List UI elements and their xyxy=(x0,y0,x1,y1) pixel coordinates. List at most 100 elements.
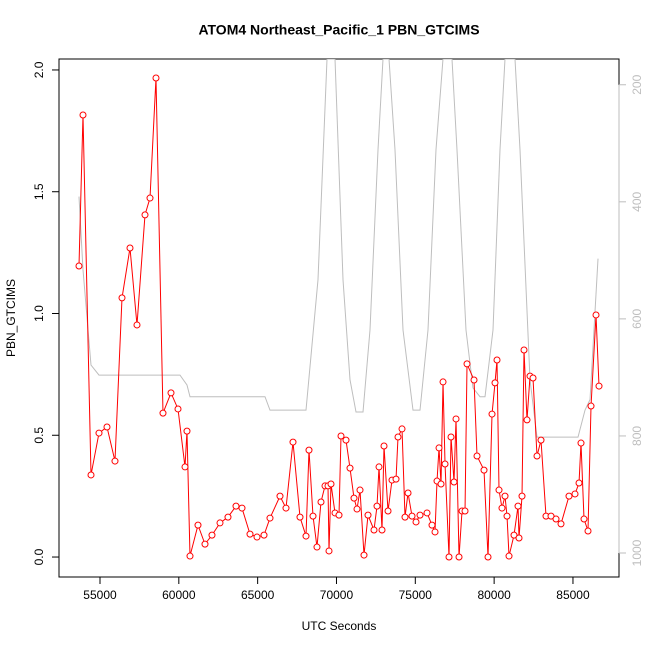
data-point xyxy=(305,446,313,454)
x-tick-label: 65000 xyxy=(241,588,275,602)
x-tick-label: 55000 xyxy=(83,588,117,602)
data-point xyxy=(592,311,600,319)
data-point xyxy=(488,410,496,418)
data-point xyxy=(575,479,583,487)
data-point xyxy=(282,504,290,512)
data-point xyxy=(394,433,402,441)
data-point xyxy=(260,531,268,539)
data-point xyxy=(384,507,392,515)
data-point xyxy=(346,464,354,472)
data-point xyxy=(577,439,585,447)
data-point xyxy=(518,492,526,500)
y-tick-label: 0.5 xyxy=(32,427,46,444)
data-point xyxy=(435,444,443,452)
data-point xyxy=(232,502,240,510)
data-point xyxy=(224,513,232,521)
data-point xyxy=(537,436,545,444)
data-point xyxy=(520,346,528,354)
data-point xyxy=(547,512,555,520)
data-point xyxy=(447,433,455,441)
data-point xyxy=(515,534,523,542)
data-point xyxy=(194,521,202,529)
data-point xyxy=(480,466,488,474)
series-line xyxy=(78,77,600,558)
data-point xyxy=(473,452,481,460)
data-point xyxy=(335,511,343,519)
data-point xyxy=(350,494,358,502)
y2-tick-label: 800 xyxy=(630,426,644,446)
data-point xyxy=(342,436,350,444)
y-axis-label: PBN_GTCIMS xyxy=(4,279,18,357)
data-point xyxy=(327,480,335,488)
x-tick-label: 70000 xyxy=(320,588,354,602)
data-point xyxy=(375,463,383,471)
data-point xyxy=(552,515,560,523)
data-point xyxy=(401,513,409,521)
data-point xyxy=(455,553,463,561)
data-point xyxy=(152,74,160,82)
data-point xyxy=(174,405,182,413)
data-point xyxy=(302,532,310,540)
data-point xyxy=(266,514,274,522)
data-point xyxy=(216,519,224,527)
data-point xyxy=(408,512,416,520)
data-point xyxy=(337,432,345,440)
data-point xyxy=(141,211,149,219)
data-point xyxy=(208,531,216,539)
data-point xyxy=(441,460,449,468)
y-tick-label: 1.0 xyxy=(32,305,46,322)
data-point xyxy=(364,511,372,519)
series-line xyxy=(78,59,599,438)
y-tick-label: 2.0 xyxy=(32,61,46,78)
data-point xyxy=(412,518,420,526)
y2-tick-label: 1000 xyxy=(630,539,644,566)
data-point xyxy=(75,262,83,270)
data-point xyxy=(186,552,194,560)
x-tick-label: 80000 xyxy=(477,588,511,602)
data-point xyxy=(373,502,381,510)
data-point xyxy=(159,409,167,417)
data-point xyxy=(276,492,284,500)
data-point xyxy=(529,374,537,382)
data-point xyxy=(461,507,469,515)
data-point xyxy=(493,356,501,364)
chart-title: ATOM4 Northeast_Pacific_1 PBN_GTCIMS xyxy=(198,22,479,38)
data-point xyxy=(484,553,492,561)
data-point xyxy=(370,526,378,534)
data-point xyxy=(380,442,388,450)
data-point xyxy=(183,427,191,435)
data-point xyxy=(584,527,592,535)
data-point xyxy=(523,416,531,424)
data-point xyxy=(111,457,119,465)
data-point xyxy=(428,521,436,529)
data-point xyxy=(505,552,513,560)
data-point xyxy=(118,294,126,302)
y2-tick-label: 600 xyxy=(630,309,644,329)
x-tick-label: 60000 xyxy=(162,588,196,602)
data-point xyxy=(133,321,141,329)
data-point xyxy=(289,438,297,446)
data-point xyxy=(317,498,325,506)
data-point xyxy=(557,520,565,528)
x-tick-label: 75000 xyxy=(399,588,433,602)
data-point xyxy=(356,486,364,494)
y2-tick-label: 400 xyxy=(630,191,644,211)
data-point xyxy=(404,489,412,497)
data-point xyxy=(398,425,406,433)
data-point xyxy=(87,471,95,479)
data-point xyxy=(423,509,431,517)
data-point xyxy=(146,194,154,202)
data-point xyxy=(491,379,499,387)
data-point xyxy=(353,505,361,513)
y2-tick-label: 200 xyxy=(630,74,644,94)
x-tick-label: 85000 xyxy=(556,588,590,602)
data-point xyxy=(571,490,579,498)
x-axis-label: UTC Seconds xyxy=(302,619,377,633)
data-point xyxy=(437,480,445,488)
data-point xyxy=(201,540,209,548)
data-point xyxy=(452,415,460,423)
data-point xyxy=(514,502,522,510)
data-point xyxy=(495,486,503,494)
y-tick-label: 0.0 xyxy=(32,548,46,565)
